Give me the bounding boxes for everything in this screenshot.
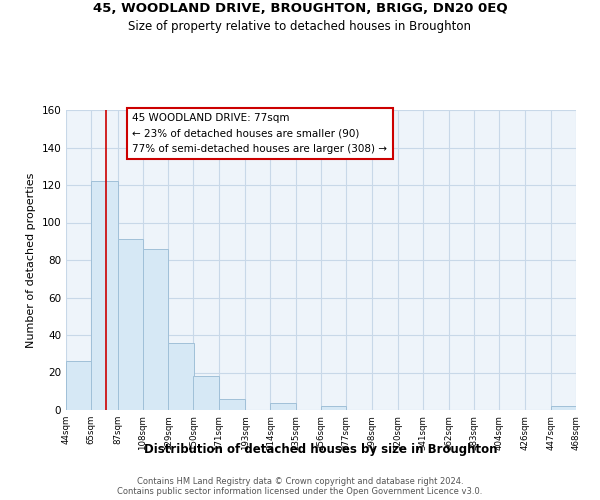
Bar [321, 406, 346, 410]
Bar [219, 399, 245, 410]
Text: Contains public sector information licensed under the Open Government Licence v3: Contains public sector information licen… [118, 488, 482, 496]
Text: Contains HM Land Registry data © Crown copyright and database right 2024.: Contains HM Land Registry data © Crown c… [137, 478, 463, 486]
Bar [271, 402, 296, 410]
Bar [193, 376, 219, 410]
Bar [168, 342, 193, 410]
Bar [91, 181, 118, 410]
Bar [143, 248, 168, 410]
Text: Distribution of detached houses by size in Broughton: Distribution of detached houses by size … [144, 442, 498, 456]
Text: 45 WOODLAND DRIVE: 77sqm
← 23% of detached houses are smaller (90)
77% of semi-d: 45 WOODLAND DRIVE: 77sqm ← 23% of detach… [133, 113, 388, 154]
Y-axis label: Number of detached properties: Number of detached properties [26, 172, 36, 348]
Text: Size of property relative to detached houses in Broughton: Size of property relative to detached ho… [128, 20, 472, 33]
Bar [66, 361, 91, 410]
Bar [118, 240, 143, 410]
Bar [551, 406, 576, 410]
Text: 45, WOODLAND DRIVE, BROUGHTON, BRIGG, DN20 0EQ: 45, WOODLAND DRIVE, BROUGHTON, BRIGG, DN… [92, 2, 508, 16]
